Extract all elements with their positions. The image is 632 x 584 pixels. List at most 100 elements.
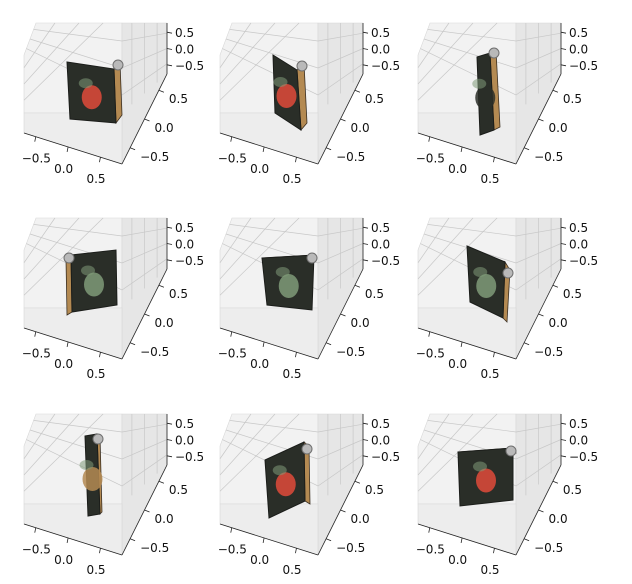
gridlines [23,22,168,105]
x-tick [262,341,265,348]
x-axis-line [417,132,517,165]
gridline-x [417,22,450,68]
gridlines [417,217,562,300]
object-texture-blob [276,84,297,108]
gridline-x [417,22,474,85]
z-tick-label: 0.5 [175,417,194,431]
z-tick-label: 0.0 [371,434,390,448]
z-tick [166,31,173,34]
y-tick [538,118,544,122]
x-axis-line [219,523,319,556]
y-tick-label: 0.5 [563,483,582,497]
object-texture-blob [81,265,95,276]
gridlines [219,217,364,300]
z-tick-label: 0.0 [175,434,194,448]
panel-7: 0.50.0−0.50.50.0−0.5−0.50.00.5 [22,413,204,577]
object-cap [92,433,104,445]
y-tick [129,147,136,151]
x-tick [34,331,37,337]
y-tick [158,89,165,93]
x-tick [460,537,463,544]
object-texture-blob [473,461,487,472]
y-tick-label: 0.5 [169,92,188,106]
gridline-z [423,38,562,69]
object-texture-blob [81,85,102,110]
x-tick [66,341,69,348]
x-tick-label: −0.5 [22,152,51,166]
y-tick-label: −0.5 [534,150,563,164]
x-tick-label: −0.5 [218,543,247,557]
z-tick-label: −0.5 [175,450,204,464]
x-tick [66,146,69,153]
gridline-z [29,233,168,264]
y-tick-label: −0.5 [140,541,169,555]
object-texture-blob [475,85,496,110]
y-tick-label: 0.0 [155,121,174,135]
z-tick-label: 0.0 [569,43,588,57]
z-tick-label: 0.5 [569,417,588,431]
object-cap [296,60,308,72]
gridline-x [219,217,252,263]
y-tick-label: 0.0 [155,512,174,526]
x-tick [493,352,495,358]
gridline-z [420,243,562,291]
gridline-z [427,224,562,237]
panel-2: 0.50.0−0.50.50.0−0.5−0.50.00.5 [218,22,400,186]
object-texture-blob [476,274,497,298]
z-tick [560,455,567,458]
gridline-x [23,22,56,68]
object-cap [505,445,517,457]
z-tick-label: 0.5 [371,221,390,235]
z-tick [166,422,173,425]
gridline-z [33,224,168,237]
x-tick-label: 0.0 [54,357,73,371]
z-tick [362,259,369,262]
y-tick-label: 0.0 [155,316,174,330]
x-tick-label: 0.0 [448,553,467,567]
gridlines [417,22,562,105]
gridline-z [427,420,562,433]
z-tick [166,48,173,50]
x-tick-label: 0.0 [54,162,73,176]
z-tick-label: −0.5 [371,450,400,464]
object-texture-blob [476,468,496,493]
y-tick [354,480,361,484]
object-cap [488,47,500,59]
gridline-z [420,48,562,96]
y-tick-label: 0.0 [351,121,370,135]
gridlines [219,22,364,105]
x-tick-label: −0.5 [416,543,445,557]
gridline-x [219,413,276,476]
z-tick [166,259,173,262]
x-tick-label: 0.5 [282,563,301,577]
x-tick [428,331,431,337]
x-tick-label: 0.0 [448,162,467,176]
y-tick-label: 0.5 [169,287,188,301]
x-tick [460,341,463,348]
z-tick [560,422,567,425]
gridline-x [23,413,56,459]
gridline-x [23,22,80,85]
x-tick [230,331,233,337]
x-tick [262,537,265,544]
z-tick-label: 0.5 [569,221,588,235]
z-tick [362,31,369,34]
gridline-x [219,22,276,85]
x-tick-label: 0.5 [86,172,105,186]
z-tick [362,422,369,425]
object-texture-blob [82,467,103,491]
z-tick [560,48,567,50]
gridline-z [222,243,364,291]
x-tick-label: 0.5 [282,367,301,381]
z-tick [166,226,173,229]
z-tick-label: −0.5 [371,254,400,268]
x-tick [34,136,37,142]
object-cap [306,252,318,264]
object-cap [301,443,313,455]
gridline-z [229,29,364,42]
gridline-x [23,413,104,492]
x-tick-label: 0.5 [480,563,499,577]
rendered-object [466,245,514,323]
gridline-x [219,217,276,280]
